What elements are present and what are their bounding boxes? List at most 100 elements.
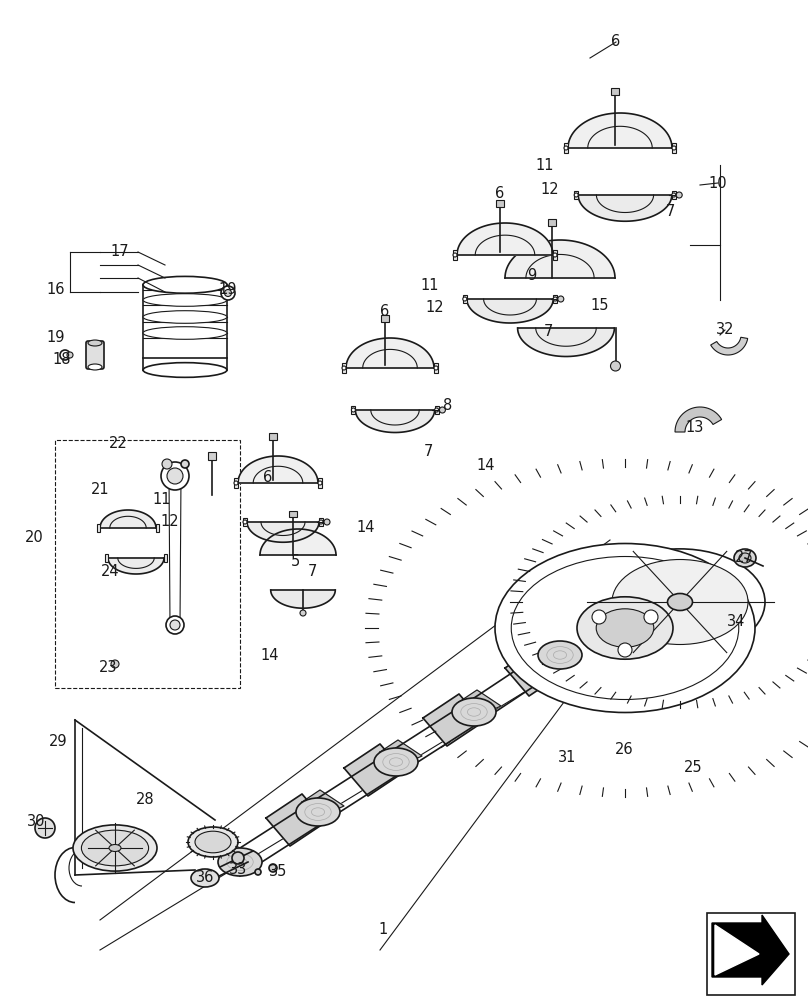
Circle shape <box>564 146 568 150</box>
Polygon shape <box>100 510 156 528</box>
Text: 26: 26 <box>615 742 633 758</box>
Text: 16: 16 <box>47 282 65 298</box>
Bar <box>574 191 579 199</box>
Ellipse shape <box>143 363 227 377</box>
Text: 5: 5 <box>290 554 300 570</box>
Polygon shape <box>711 337 747 355</box>
Bar <box>105 554 108 562</box>
Text: 1: 1 <box>378 922 388 938</box>
Ellipse shape <box>296 798 340 826</box>
Text: 23: 23 <box>99 660 117 676</box>
Polygon shape <box>505 644 565 696</box>
Text: 8: 8 <box>444 397 452 412</box>
Text: 15: 15 <box>591 298 609 312</box>
Circle shape <box>672 146 676 150</box>
Text: 32: 32 <box>716 322 734 338</box>
Text: 30: 30 <box>27 814 45 830</box>
Bar <box>289 511 297 517</box>
Polygon shape <box>579 195 671 221</box>
Bar <box>496 200 504 207</box>
Polygon shape <box>541 640 583 664</box>
Text: 11: 11 <box>421 277 440 292</box>
Circle shape <box>342 366 346 370</box>
Ellipse shape <box>188 827 238 857</box>
Ellipse shape <box>543 652 563 664</box>
Text: 7: 7 <box>665 205 675 220</box>
Text: 36: 36 <box>196 870 214 886</box>
Polygon shape <box>238 456 318 483</box>
Bar <box>707 913 795 995</box>
Polygon shape <box>459 690 501 714</box>
Bar <box>434 363 438 373</box>
Text: 18: 18 <box>53 353 71 367</box>
Ellipse shape <box>181 460 189 468</box>
Polygon shape <box>715 925 759 975</box>
Ellipse shape <box>218 848 262 876</box>
Text: 7: 7 <box>307 564 317 580</box>
Text: 27: 27 <box>734 550 753 566</box>
Circle shape <box>644 610 658 624</box>
Text: 19: 19 <box>219 282 238 298</box>
Ellipse shape <box>195 831 231 853</box>
Bar <box>208 452 216 460</box>
Ellipse shape <box>577 597 673 659</box>
Ellipse shape <box>374 748 418 776</box>
Text: 12: 12 <box>161 514 179 530</box>
Text: 14: 14 <box>357 520 375 536</box>
Bar <box>463 295 467 303</box>
Bar <box>156 524 159 532</box>
Bar <box>234 478 238 488</box>
Ellipse shape <box>88 364 102 370</box>
Text: 29: 29 <box>48 734 67 750</box>
Text: 14: 14 <box>261 648 280 662</box>
Ellipse shape <box>596 609 654 647</box>
Polygon shape <box>568 113 672 148</box>
Ellipse shape <box>60 350 70 360</box>
Polygon shape <box>356 410 435 432</box>
Polygon shape <box>712 915 789 985</box>
Ellipse shape <box>143 279 227 291</box>
Text: 22: 22 <box>108 436 128 452</box>
Bar <box>269 433 277 440</box>
Text: 12: 12 <box>541 182 559 198</box>
Circle shape <box>553 297 558 301</box>
Circle shape <box>618 643 632 657</box>
Circle shape <box>553 253 557 257</box>
Text: 28: 28 <box>136 792 154 808</box>
Ellipse shape <box>495 544 755 712</box>
Ellipse shape <box>88 340 102 346</box>
Bar <box>381 315 389 322</box>
Circle shape <box>35 818 55 838</box>
Text: 17: 17 <box>111 244 129 259</box>
Ellipse shape <box>109 844 121 852</box>
Ellipse shape <box>452 698 496 726</box>
FancyBboxPatch shape <box>86 341 104 369</box>
Text: 10: 10 <box>709 176 727 190</box>
Bar <box>55 440 240 688</box>
Ellipse shape <box>734 549 756 567</box>
Circle shape <box>463 297 467 301</box>
Ellipse shape <box>739 553 751 563</box>
Text: 6: 6 <box>495 186 505 200</box>
Circle shape <box>440 407 445 413</box>
Bar <box>553 295 558 303</box>
Circle shape <box>453 253 457 257</box>
Text: 6: 6 <box>381 304 389 320</box>
Polygon shape <box>247 522 319 542</box>
Bar <box>319 518 323 526</box>
Circle shape <box>324 519 330 525</box>
Circle shape <box>434 366 438 370</box>
Text: 35: 35 <box>269 864 287 880</box>
Polygon shape <box>108 558 164 574</box>
Polygon shape <box>518 328 614 356</box>
Circle shape <box>574 193 579 197</box>
Ellipse shape <box>73 825 157 871</box>
Text: 24: 24 <box>101 564 120 580</box>
Ellipse shape <box>162 459 172 469</box>
Bar <box>164 554 167 562</box>
Text: 34: 34 <box>727 614 745 630</box>
Circle shape <box>232 852 244 864</box>
Bar <box>351 406 356 414</box>
Ellipse shape <box>461 702 481 714</box>
Bar <box>435 406 439 414</box>
